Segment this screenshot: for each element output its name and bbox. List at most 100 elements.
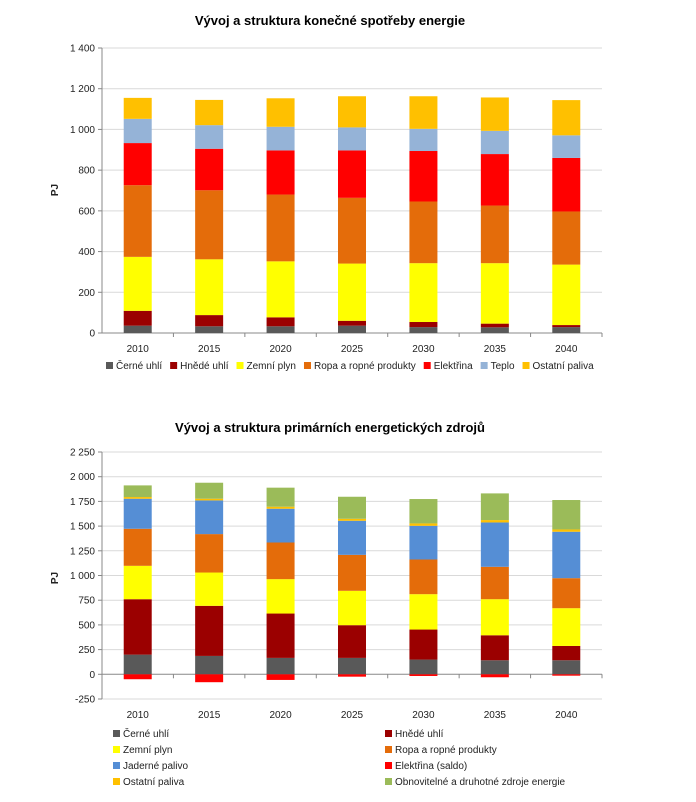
y-tick-label: 200 <box>78 288 95 299</box>
bar-segment-elekt-ina-saldo--2040 <box>552 674 581 676</box>
legend-label: Černé uhlí <box>123 727 169 740</box>
bar-segment--ern-uhl--2020 <box>266 326 295 333</box>
y-tick-label: -250 <box>75 695 95 706</box>
y-tick-label: 750 <box>78 596 95 607</box>
y-tick-label: 2 250 <box>70 448 95 459</box>
legend-label: Hnědé uhlí <box>180 361 229 372</box>
bar-segment-ostatn-paliva-2015 <box>195 99 224 126</box>
y-tick-label: 500 <box>78 620 95 631</box>
bar-segment-hn-d-uhl--2015 <box>195 605 224 656</box>
legend-swatch <box>385 762 392 769</box>
bar-segment-elekt-ina-2030 <box>409 151 438 202</box>
x-tick-label: 2030 <box>412 344 435 355</box>
bar-segment-obnoviteln-a-druhotn-zdroje-energie-2030 <box>409 499 438 524</box>
legend-label: Elektřina <box>434 361 473 372</box>
bar-segment-ropa-a-ropn-produkty-2035 <box>480 566 509 600</box>
bar-segment-zemn-plyn-2035 <box>480 263 509 324</box>
legend-label: Obnovitelné a druhotné zdroje energie <box>395 777 566 788</box>
legend-label: Ropa a ropné produkty <box>314 361 416 372</box>
legend-swatch <box>113 778 120 785</box>
y-tick-label: 1 400 <box>70 44 95 55</box>
bar-segment-hn-d-uhl--2010 <box>123 310 152 326</box>
bar-segment-zemn-plyn-2010 <box>123 565 152 600</box>
y-tick-label: 2 000 <box>70 472 95 483</box>
y-tick-label: 1 500 <box>70 522 95 533</box>
bar-segment--ern-uhl--2035 <box>480 660 509 675</box>
bar-segment-zemn-plyn-2015 <box>195 572 224 606</box>
bar-segment-teplo-2035 <box>480 130 509 155</box>
chart-title: Vývoj a struktura primárních energetický… <box>175 420 485 435</box>
bar-segment-ostatn-paliva-2025 <box>338 518 366 521</box>
bar-segment-zemn-plyn-2025 <box>338 590 366 626</box>
bar-segment-ropa-a-ropn-produkty-2015 <box>195 534 224 573</box>
bar-segment--ern-uhl--2025 <box>338 657 366 675</box>
x-tick-label: 2035 <box>484 344 507 355</box>
legend-swatch <box>385 778 392 785</box>
legend-label: Ropa a ropné produkty <box>395 745 497 756</box>
bar-segment-jadern-palivo-2020 <box>266 508 295 543</box>
bar-segment-teplo-2030 <box>409 128 438 152</box>
bar-segment-hn-d-uhl--2035 <box>480 323 509 328</box>
bar-segment--ern-uhl--2015 <box>195 655 224 675</box>
bar-segment-elekt-ina-2010 <box>123 143 152 186</box>
bar-segment-hn-d-uhl--2040 <box>552 645 581 661</box>
x-tick-label: 2030 <box>412 710 435 721</box>
y-axis-label: PJ <box>50 572 61 584</box>
y-tick-label: 1 000 <box>70 571 95 582</box>
legend-label: Teplo <box>491 361 515 372</box>
y-tick-label: 1 000 <box>70 125 95 136</box>
legend-swatch <box>113 762 120 769</box>
bar-segment-zemn-plyn-2035 <box>480 599 509 636</box>
bar-segment--ern-uhl--2010 <box>123 325 152 333</box>
bar-segment-zemn-plyn-2020 <box>266 261 295 318</box>
bar-segment-ropa-a-ropn-produkty-2010 <box>123 528 152 566</box>
x-tick-label: 2035 <box>484 710 507 721</box>
bar-segment-ostatn-paliva-2040 <box>552 100 581 136</box>
bar-segment-ostatn-paliva-2040 <box>552 529 581 532</box>
legend-swatch <box>303 362 311 369</box>
bar-segment-ostatn-paliva-2020 <box>266 506 295 509</box>
x-tick-label: 2040 <box>555 710 578 721</box>
bar-segment--ern-uhl--2035 <box>480 327 509 333</box>
bar-segment-hn-d-uhl--2030 <box>409 322 438 328</box>
bar-segment-ostatn-paliva-2015 <box>195 498 224 501</box>
bar-segment-ostatn-paliva-2010 <box>123 497 152 499</box>
bar-segment-ropa-a-ropn-produkty-2030 <box>409 559 438 595</box>
bar-segment-ostatn-paliva-2030 <box>409 96 438 129</box>
bar-segment-jadern-palivo-2010 <box>123 498 152 529</box>
bar-segment-ostatn-paliva-2020 <box>266 98 295 127</box>
bar-segment--ern-uhl--2040 <box>552 660 581 675</box>
bar-segment-elekt-ina-2035 <box>480 154 509 206</box>
y-axis-label: PJ <box>50 184 61 196</box>
y-tick-label: 1 250 <box>70 546 95 557</box>
bar-segment-elekt-ina-saldo--2025 <box>338 674 366 677</box>
legend-swatch <box>385 746 392 753</box>
legend-label: Ostatní paliva <box>123 777 185 788</box>
bar-segment-obnoviteln-a-druhotn-zdroje-energie-2025 <box>338 496 366 519</box>
legend-label: Jaderné palivo <box>123 761 188 772</box>
bar-segment-hn-d-uhl--2020 <box>266 613 295 658</box>
bar-segment-zemn-plyn-2020 <box>266 579 295 614</box>
legend-label: Elektřina (saldo) <box>395 761 467 772</box>
bar-segment-ropa-a-ropn-produkty-2025 <box>338 197 366 264</box>
bar-segment-ostatn-paliva-2035 <box>480 97 509 131</box>
bar-segment-ropa-a-ropn-produkty-2040 <box>552 211 581 265</box>
bar-segment-ropa-a-ropn-produkty-2030 <box>409 201 438 264</box>
bar-segment-zemn-plyn-2015 <box>195 259 224 316</box>
y-tick-label: 0 <box>89 670 95 681</box>
legend-swatch <box>106 362 113 369</box>
x-tick-label: 2015 <box>198 710 221 721</box>
bar-segment-hn-d-uhl--2025 <box>338 320 366 326</box>
bar-segment-zemn-plyn-2010 <box>123 256 152 311</box>
bar-segment-jadern-palivo-2030 <box>409 525 438 560</box>
bar-segment-zemn-plyn-2030 <box>409 263 438 323</box>
bar-segment--ern-uhl--2030 <box>409 659 438 675</box>
x-tick-label: 2025 <box>341 710 364 721</box>
legend-label: Zemní plyn <box>247 361 296 372</box>
y-tick-label: 600 <box>78 206 95 217</box>
bar-segment--ern-uhl--2010 <box>123 654 152 675</box>
legend-swatch <box>113 730 120 737</box>
bar-segment-obnoviteln-a-druhotn-zdroje-energie-2010 <box>123 485 152 498</box>
